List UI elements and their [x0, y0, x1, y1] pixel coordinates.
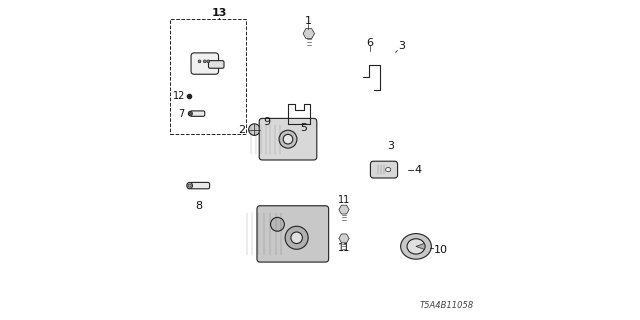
- Circle shape: [204, 60, 206, 63]
- Text: 13: 13: [211, 8, 227, 18]
- Text: 2: 2: [237, 124, 245, 135]
- Ellipse shape: [188, 111, 192, 116]
- Text: 9: 9: [264, 116, 271, 127]
- Text: 12: 12: [173, 91, 185, 101]
- Ellipse shape: [385, 168, 391, 172]
- Text: 7: 7: [178, 108, 184, 119]
- Circle shape: [279, 130, 297, 148]
- FancyBboxPatch shape: [209, 60, 224, 68]
- Circle shape: [188, 184, 191, 187]
- FancyBboxPatch shape: [371, 161, 397, 178]
- Polygon shape: [303, 28, 315, 39]
- Text: 3: 3: [387, 140, 394, 151]
- FancyBboxPatch shape: [257, 206, 329, 262]
- Polygon shape: [339, 205, 349, 214]
- FancyBboxPatch shape: [191, 53, 219, 74]
- FancyBboxPatch shape: [191, 111, 205, 116]
- Polygon shape: [339, 234, 349, 243]
- FancyBboxPatch shape: [259, 118, 317, 160]
- Text: 4: 4: [415, 164, 422, 175]
- Text: 11: 11: [338, 195, 350, 205]
- Text: 5: 5: [301, 123, 307, 133]
- Text: 11: 11: [338, 243, 350, 253]
- Bar: [170, 19, 246, 134]
- Circle shape: [189, 113, 191, 115]
- Text: 6: 6: [366, 38, 373, 48]
- Wedge shape: [416, 243, 425, 250]
- Ellipse shape: [187, 182, 193, 189]
- Text: 3: 3: [398, 41, 405, 52]
- Text: 1: 1: [305, 16, 311, 26]
- Text: 8: 8: [195, 201, 202, 212]
- Text: T5A4B11058: T5A4B11058: [419, 301, 474, 310]
- Circle shape: [207, 60, 210, 63]
- Circle shape: [248, 124, 260, 135]
- Circle shape: [283, 134, 293, 144]
- Circle shape: [198, 60, 201, 63]
- FancyBboxPatch shape: [191, 182, 210, 189]
- Circle shape: [285, 226, 308, 249]
- Ellipse shape: [401, 234, 431, 259]
- Circle shape: [271, 217, 284, 231]
- Ellipse shape: [407, 239, 425, 254]
- Text: 10: 10: [434, 244, 447, 255]
- Circle shape: [291, 232, 302, 244]
